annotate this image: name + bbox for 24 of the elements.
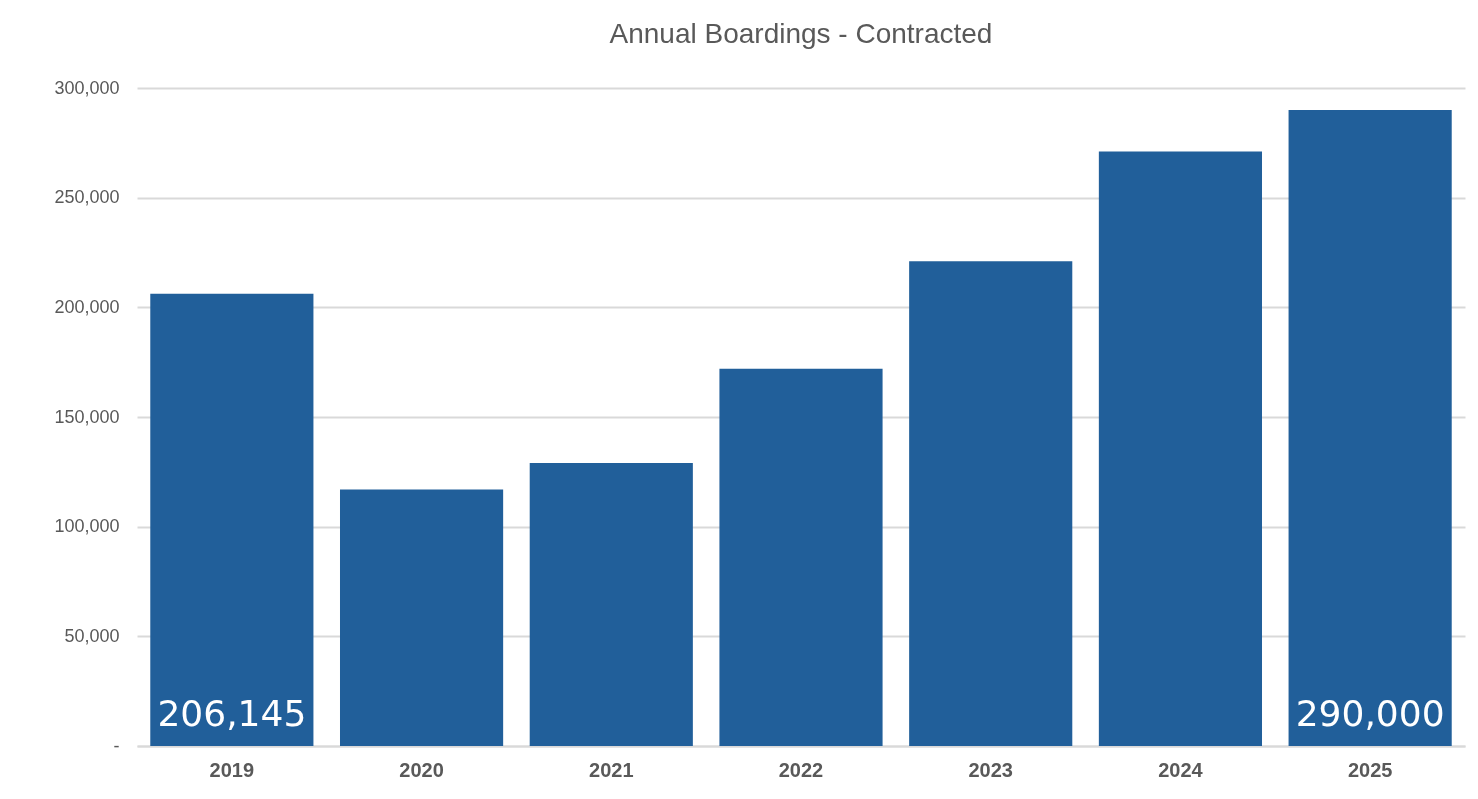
y-tick-label: 300,000 [54, 77, 120, 98]
bar [719, 368, 883, 746]
bar [339, 489, 504, 746]
x-tick-label: 2020 [399, 758, 444, 781]
y-tick-label: 150,000 [54, 406, 120, 427]
y-tick-label: 100,000 [54, 516, 120, 537]
bar [1288, 109, 1452, 746]
data-label: 290,000 [1295, 693, 1445, 734]
bar [909, 261, 1073, 746]
chart-title: Annual Boardings - Contracted [609, 18, 993, 49]
x-tick-label: 2025 [1347, 758, 1393, 781]
x-tick-label: 2024 [1158, 758, 1204, 781]
y-tick-label: 200,000 [54, 296, 120, 317]
y-tick-label: 50,000 [64, 625, 120, 646]
data-label: 206,145 [157, 693, 307, 734]
y-tick-label: - [113, 735, 120, 756]
x-tick-label: 2022 [778, 758, 824, 781]
x-tick-label: 2021 [589, 758, 634, 781]
y-tick-label: 250,000 [54, 187, 120, 208]
bar [150, 293, 314, 746]
x-tick-label: 2023 [968, 758, 1013, 781]
bar [1098, 151, 1263, 746]
bar [529, 463, 693, 746]
x-tick-label: 2019 [209, 758, 255, 781]
